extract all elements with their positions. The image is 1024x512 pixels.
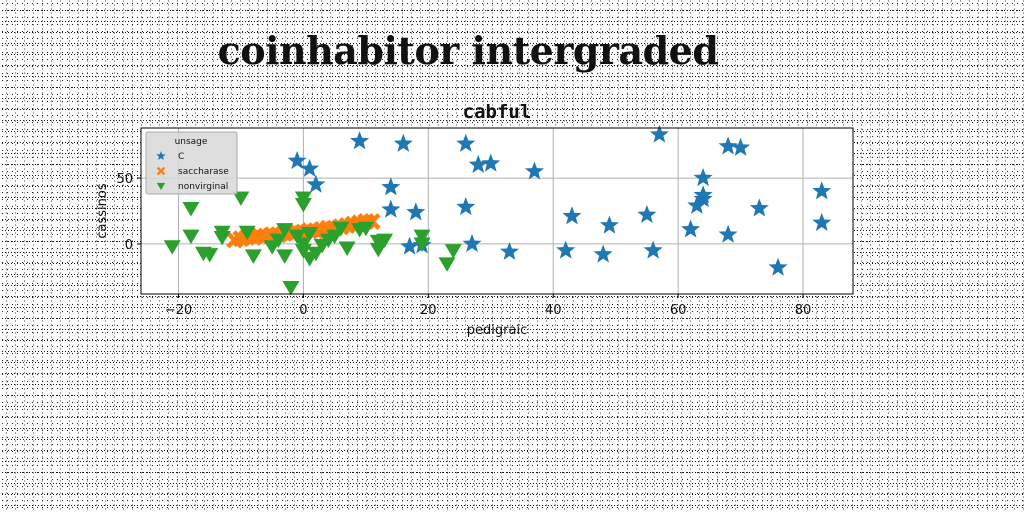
triangle-down-marker	[357, 221, 375, 237]
star-marker	[350, 131, 370, 150]
legend-entry: C	[156, 151, 184, 162]
y-axis-label: cassinos	[95, 183, 110, 238]
star-marker	[768, 257, 788, 276]
star-marker	[381, 199, 401, 218]
star-marker	[649, 124, 669, 143]
triangle-down-marker	[201, 248, 219, 263]
star-marker	[687, 195, 707, 214]
star-marker	[593, 244, 613, 263]
triangle-down-marker	[413, 229, 431, 245]
legend-x-marker	[156, 166, 166, 176]
legend-label: saccharase	[178, 167, 229, 177]
triangle-down-marker	[213, 225, 231, 241]
triangle-down-marker	[294, 191, 312, 206]
triangle-down-marker	[244, 249, 262, 264]
star-marker	[456, 133, 476, 152]
data-marks	[163, 124, 832, 296]
star-marker	[637, 204, 657, 224]
legend-entry: saccharase	[156, 166, 229, 177]
y-tick-label: 0	[125, 238, 133, 253]
triangle-down-marker	[438, 257, 456, 272]
star-marker	[462, 233, 482, 253]
star-marker	[306, 174, 326, 193]
triangle-down-marker	[413, 237, 431, 253]
triangle-down-marker	[301, 227, 319, 242]
star-marker	[481, 153, 501, 172]
legend-star-marker	[156, 151, 166, 161]
star-marker	[393, 133, 413, 152]
star-marker	[556, 240, 576, 259]
axis-ticks: −20 0 20 40 60 80 0 50	[116, 172, 811, 318]
star-marker	[524, 161, 544, 180]
triangle-down-marker	[307, 246, 325, 262]
star-marker	[749, 198, 769, 217]
star-marker	[381, 177, 401, 196]
triangle-down-marker	[232, 191, 250, 206]
triangle-down-marker	[338, 241, 356, 256]
star-marker	[812, 212, 832, 231]
star-marker	[300, 158, 320, 177]
x-tick-label: 60	[670, 303, 687, 318]
star-marker	[400, 236, 420, 255]
star-marker	[693, 185, 713, 204]
plot-frame	[140, 127, 854, 295]
triangle-down-marker	[276, 223, 294, 238]
star-marker	[718, 224, 738, 243]
legend-label: C	[178, 152, 184, 162]
triangle-down-marker	[332, 221, 350, 237]
star-marker	[499, 241, 519, 260]
triangle-down-marker	[269, 233, 287, 249]
star-marker	[468, 154, 488, 173]
star-marker	[693, 168, 713, 187]
legend-title: unsage	[175, 137, 208, 147]
x-tick-label: 20	[420, 303, 437, 318]
triangle-down-marker	[282, 281, 300, 296]
plot-area	[141, 128, 853, 294]
triangle-down-marker	[326, 229, 344, 245]
figure-suptitle: coinhabitor intergraded	[217, 28, 719, 73]
star-marker	[718, 136, 738, 155]
star-marker	[643, 240, 663, 259]
x-tick-label: −20	[165, 303, 192, 318]
triangle-down-marker	[288, 229, 306, 245]
legend-label: nonvirginal	[178, 182, 228, 192]
legend-entry: nonvirginal	[156, 182, 228, 192]
star-marker	[406, 202, 426, 221]
triangle-down-marker	[276, 249, 294, 264]
triangle-down-marker	[163, 240, 181, 255]
triangle-down-marker	[444, 244, 462, 259]
star-marker	[599, 215, 619, 234]
star-marker	[812, 181, 832, 200]
star-marker	[681, 219, 701, 238]
star-marker	[287, 150, 307, 170]
x-tick-label: 40	[545, 303, 562, 318]
star-marker	[731, 137, 751, 156]
triangle-down-marker	[182, 229, 200, 245]
triangle-down-marker	[369, 242, 387, 258]
series-nonvirginal	[163, 191, 462, 296]
triangle-down-marker	[182, 201, 200, 217]
legend-box	[145, 131, 238, 195]
triangle-down-marker	[294, 244, 312, 259]
x-tick-label: 0	[299, 303, 307, 318]
star-marker	[456, 197, 476, 216]
series-c	[287, 124, 832, 276]
y-tick-label: 50	[116, 172, 133, 187]
x-tick-label: 80	[795, 303, 812, 318]
chart-title: cabful	[463, 101, 532, 123]
x-axis-label: pedigraic	[467, 323, 527, 338]
star-marker	[562, 206, 582, 225]
legend-triangle-down-marker	[156, 182, 166, 191]
triangle-down-marker	[376, 233, 394, 249]
triangle-down-marker	[238, 225, 256, 241]
